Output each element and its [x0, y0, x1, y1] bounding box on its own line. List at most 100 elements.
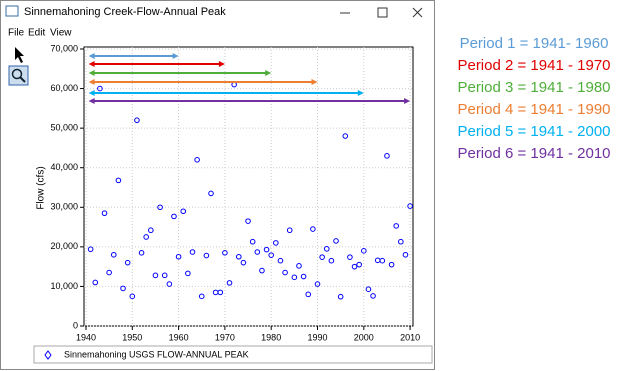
data-point — [120, 285, 126, 292]
data-point — [310, 226, 316, 232]
y-tick-label: 10,000 — [50, 281, 78, 291]
x-tick-label: 2010 — [400, 332, 420, 342]
data-point — [328, 257, 335, 264]
period-label: Period 5 = 1941 - 2000 — [457, 123, 610, 140]
data-point — [398, 238, 404, 245]
data-point — [277, 257, 284, 264]
period-label: Period 4 = 1941 - 1990 — [457, 101, 610, 118]
arrow-head — [404, 98, 411, 104]
arrow-head — [218, 61, 225, 67]
data-point — [282, 269, 288, 276]
data-point — [268, 252, 275, 258]
x-tick-label: 1980 — [261, 332, 281, 342]
legend-marker — [44, 350, 52, 360]
data-point — [379, 257, 386, 264]
data-point — [286, 227, 293, 234]
data-point — [361, 248, 367, 254]
data-point — [148, 227, 154, 234]
data-point — [370, 293, 376, 299]
data-point — [92, 279, 99, 286]
zoom-icon — [19, 76, 26, 83]
arrow-head — [88, 53, 95, 59]
data-point — [198, 293, 205, 300]
data-point — [106, 269, 112, 276]
data-point — [249, 238, 256, 245]
menu-item[interactable]: View — [50, 28, 72, 39]
arrow-head — [88, 79, 95, 85]
data-point — [407, 203, 413, 209]
data-point — [300, 273, 307, 280]
data-point — [319, 254, 325, 260]
arrow-head — [88, 90, 95, 96]
data-point — [157, 204, 163, 211]
data-point — [245, 218, 251, 224]
maximize-button[interactable] — [377, 7, 388, 18]
data-point — [115, 177, 122, 184]
data-point — [351, 263, 358, 270]
data-point — [110, 251, 117, 258]
x-tick-label: 1990 — [307, 332, 327, 342]
arrow-head — [88, 70, 95, 76]
y-tick-label: 70,000 — [50, 43, 78, 53]
data-point — [217, 289, 224, 296]
menu-item[interactable]: File — [8, 28, 25, 39]
y-tick-label: 40,000 — [50, 162, 78, 172]
data-point — [101, 210, 108, 217]
pointer-tool[interactable] — [15, 47, 24, 63]
arrow-head — [88, 98, 95, 104]
data-point — [393, 223, 400, 229]
arrow-head — [311, 79, 318, 85]
data-point — [235, 253, 242, 260]
arrow-head — [357, 90, 364, 96]
data-point — [384, 153, 390, 159]
data-point — [185, 270, 191, 277]
data-point — [337, 293, 344, 300]
x-tick-label: 2000 — [354, 332, 374, 342]
window-title: Sinnemahoning Creek-Flow-Annual Peak — [24, 6, 226, 18]
data-point — [189, 249, 196, 255]
data-point — [356, 261, 362, 268]
data-point — [166, 281, 173, 287]
period-label: Period 6 = 1941 - 2010 — [457, 145, 610, 162]
period-label: Period 1 = 1941- 1960 — [460, 35, 609, 52]
period-label: Period 3 = 1941 - 1980 — [457, 79, 610, 96]
data-point — [291, 274, 298, 281]
data-point — [152, 272, 159, 279]
data-point — [203, 252, 210, 259]
data-point — [305, 291, 312, 298]
legend-label: Sinnemahoning USGS FLOW-ANNUAL PEAK — [64, 349, 249, 359]
y-axis-label: Flow (cfs) — [36, 166, 47, 209]
data-point — [240, 259, 247, 266]
x-tick-label: 1950 — [122, 332, 142, 342]
menu-item[interactable]: Edit — [28, 28, 45, 39]
data-point — [333, 238, 339, 244]
data-point — [402, 251, 409, 258]
data-point — [180, 208, 187, 215]
arrow-head — [172, 53, 179, 59]
data-point — [208, 190, 214, 197]
x-tick-label: 1970 — [215, 332, 235, 342]
data-point — [314, 281, 321, 287]
arrow-head — [88, 61, 95, 67]
data-point — [273, 240, 279, 246]
data-point — [222, 249, 228, 256]
x-tick-label: 1940 — [76, 332, 96, 342]
y-tick-label: 60,000 — [50, 83, 78, 93]
data-point — [171, 213, 177, 220]
zoom-tool[interactable] — [8, 65, 29, 86]
data-point — [365, 286, 372, 292]
data-point — [143, 234, 149, 240]
y-tick-label: 50,000 — [50, 123, 78, 133]
close-button[interactable] — [412, 7, 423, 18]
data-point — [129, 293, 136, 300]
arrow-head — [265, 70, 272, 76]
data-point — [194, 157, 200, 163]
data-point — [175, 253, 182, 260]
data-point — [124, 259, 131, 266]
zoom-icon — [11, 68, 23, 80]
data-point — [254, 249, 261, 255]
data-point — [87, 246, 94, 253]
y-tick-label: 0 — [73, 320, 78, 330]
data-point — [97, 85, 103, 92]
